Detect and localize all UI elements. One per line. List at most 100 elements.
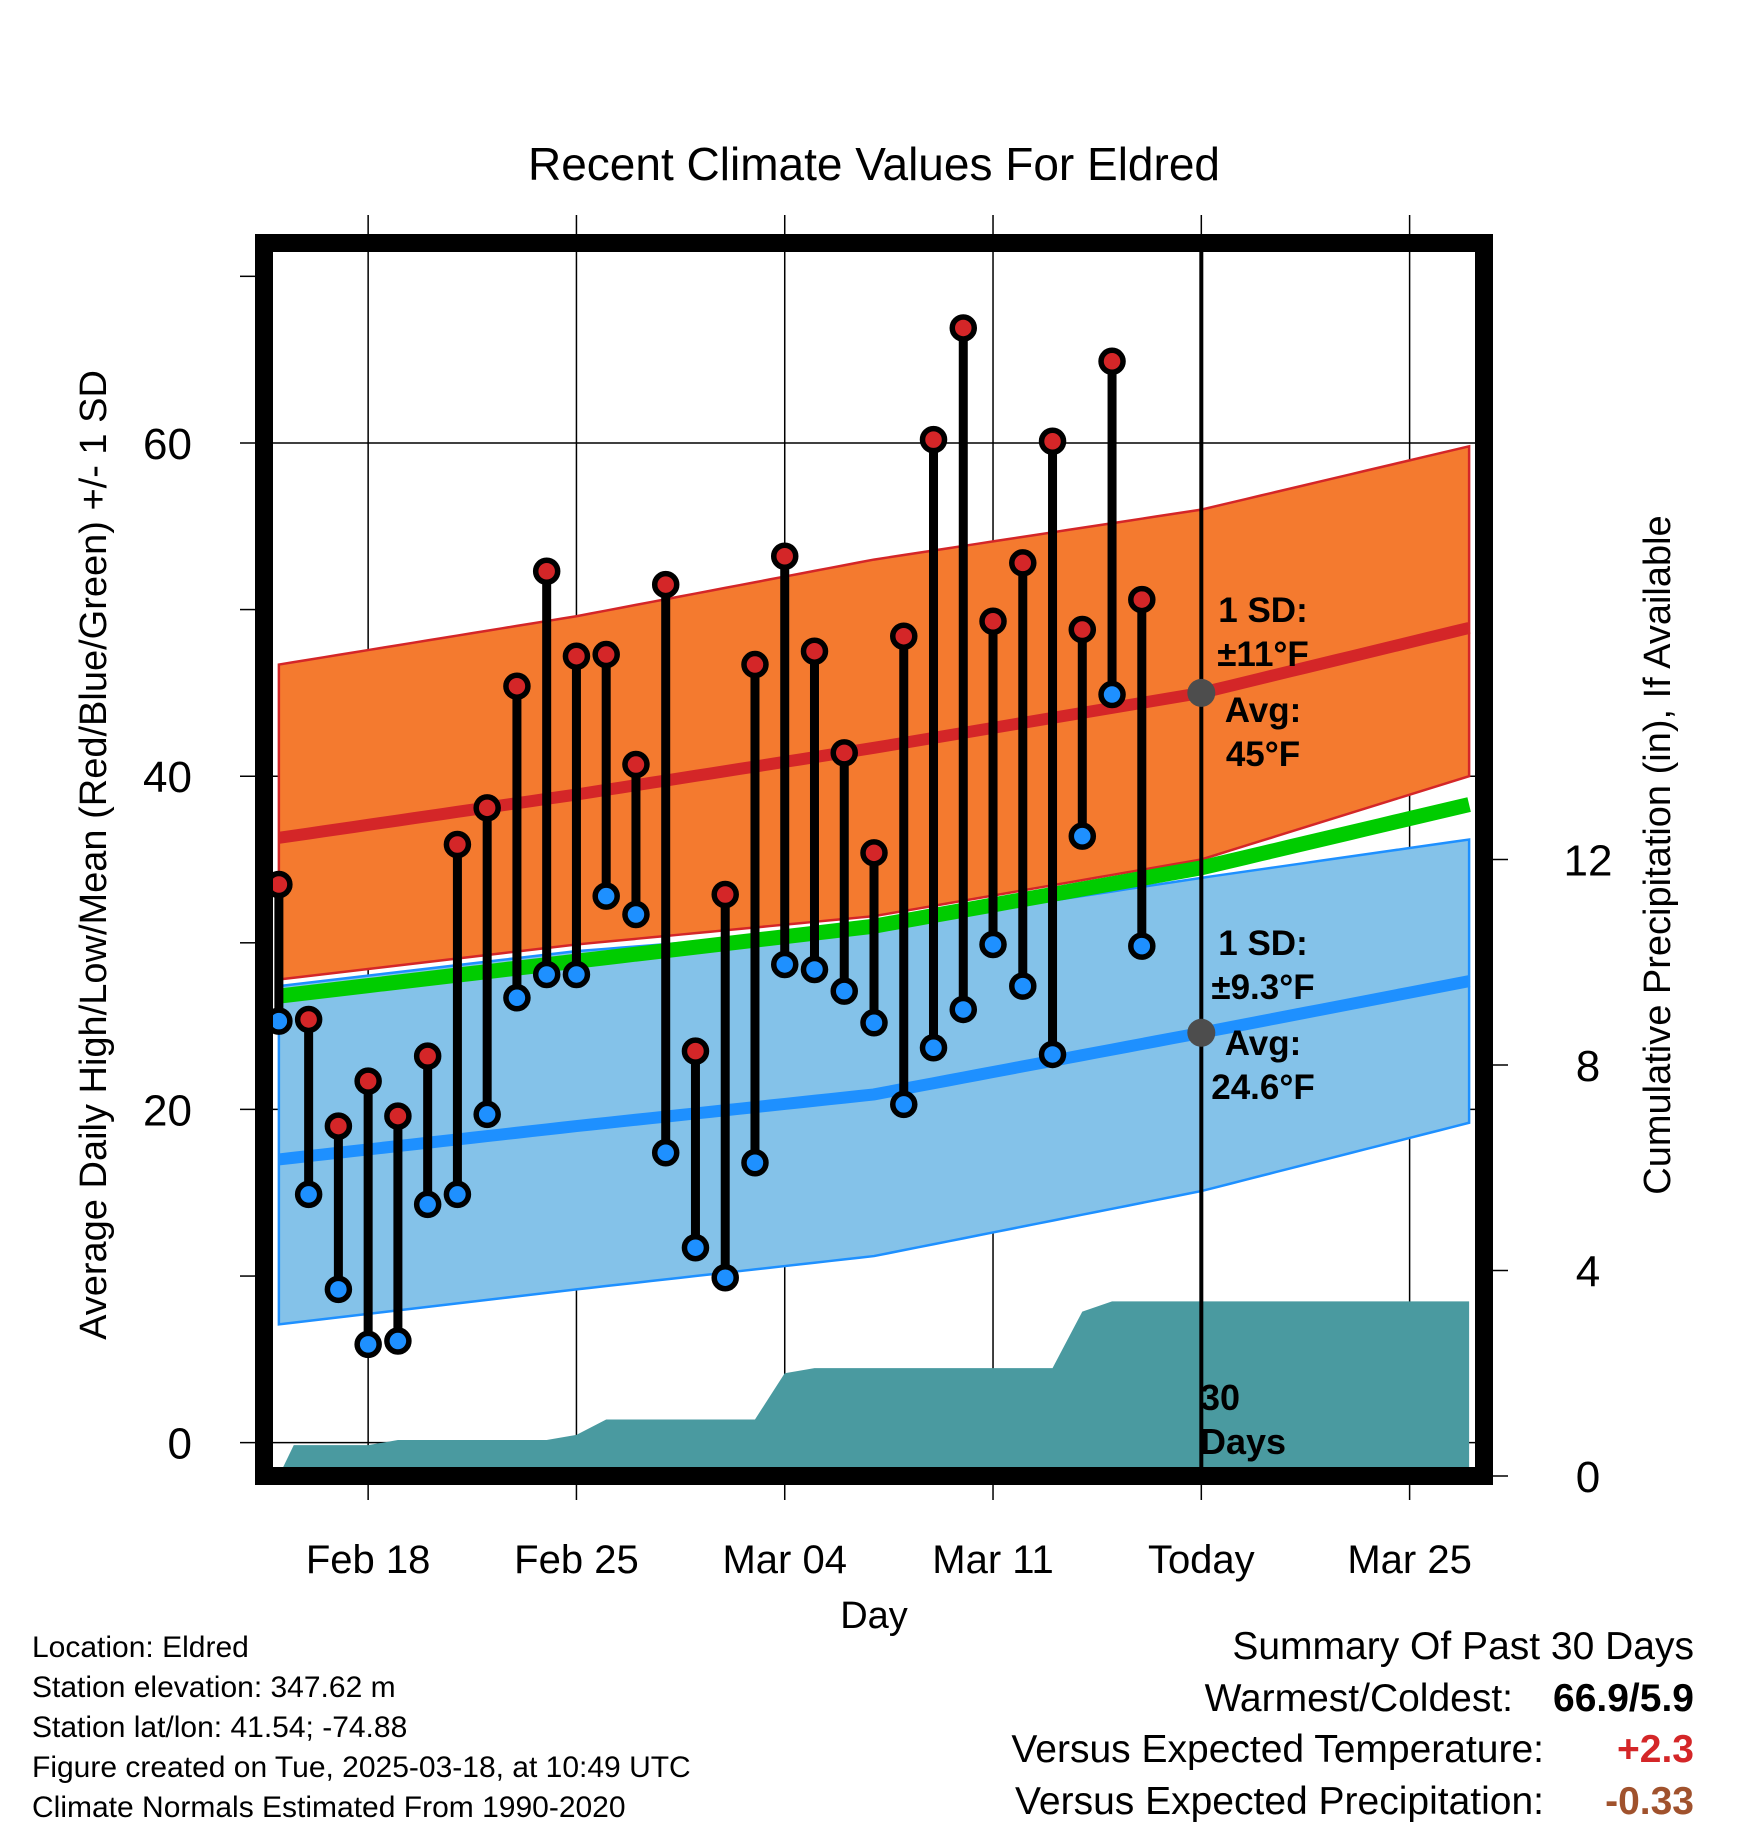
- observed-high-point: [860, 839, 888, 867]
- low-normal-line: [278, 975, 1471, 1166]
- observed-high-point: [711, 880, 739, 909]
- observed-high-point: [949, 314, 978, 342]
- chart-title: Recent Climate Values For Eldred: [528, 138, 1220, 190]
- observed-high-point: [354, 1067, 382, 1095]
- y2-tick-label: 12: [1564, 837, 1613, 886]
- observed-high-point: [413, 1042, 442, 1070]
- period-unit-label: Days: [1200, 1421, 1286, 1462]
- observed-low-point: [562, 960, 591, 989]
- observed-low-point: [1128, 932, 1156, 960]
- summary-warm-cold: Warmest/Coldest: 66.9/5.9: [1205, 1677, 1694, 1721]
- observed-low-point: [770, 950, 799, 979]
- x-tick-label: Mar 11: [932, 1538, 1054, 1582]
- observed-low-point: [324, 1275, 353, 1304]
- observed-high-point: [830, 739, 858, 767]
- today-high-avg-marker: [1187, 678, 1216, 707]
- x-tick-label: Today: [1148, 1538, 1255, 1582]
- observed-high-point: [1128, 585, 1156, 614]
- high-sd-value: ±11°F: [1217, 635, 1309, 674]
- observed-high-point: [592, 640, 620, 669]
- summary-temp: Versus Expected Temperature: +2.3: [1011, 1728, 1694, 1772]
- observed-high-point: [979, 607, 1007, 635]
- summary-title: Summary Of Past 30 Days: [1232, 1625, 1694, 1668]
- observed-high-point: [473, 794, 501, 822]
- observed-low-point: [503, 984, 531, 1012]
- observed-high-point: [532, 557, 561, 585]
- observed-low-point: [711, 1263, 739, 1292]
- observed-low-point: [622, 900, 650, 929]
- observed-high-point: [384, 1102, 412, 1130]
- observed-high-point: [294, 1005, 323, 1034]
- observed-high-point: [562, 642, 591, 670]
- observed-low-point: [681, 1233, 710, 1262]
- observed-low-point: [592, 882, 620, 910]
- footer-latlon: Station lat/lon: 41.54; -74.88: [32, 1711, 408, 1744]
- observed-high-point: [503, 672, 531, 700]
- period-count-label: 30: [1200, 1377, 1240, 1418]
- low-avg-label: Avg:: [1225, 1024, 1301, 1063]
- summary-temp-label: Versus Expected Temperature:: [1011, 1728, 1544, 1771]
- summary-temp-value: +2.3: [1617, 1728, 1694, 1771]
- high-avg-label: Avg:: [1225, 691, 1301, 730]
- footer-elevation: Station elevation: 347.62 m: [32, 1671, 396, 1704]
- observed-low-point: [830, 977, 858, 1005]
- x-tick-label: Mar 04: [722, 1538, 847, 1582]
- observed-low-point: [413, 1190, 442, 1219]
- observed-high-point: [681, 1037, 710, 1065]
- low-sd-value: ±9.3°F: [1211, 968, 1314, 1007]
- high-sd-label: 1 SD:: [1218, 591, 1307, 630]
- footer-created: Figure created on Tue, 2025-03-18, at 10…: [32, 1751, 691, 1784]
- observed-low-point: [354, 1330, 382, 1359]
- x-tick-label: Feb 25: [514, 1538, 639, 1582]
- observed-low-point: [949, 995, 978, 1024]
- x-tick-label: Feb 18: [306, 1538, 431, 1582]
- observed-high-point: [1009, 549, 1037, 577]
- y-tick-label: 60: [143, 420, 192, 469]
- observed-low-point: [1098, 680, 1126, 709]
- observed-high-point: [443, 830, 472, 859]
- y-tick-label: 40: [143, 753, 192, 802]
- observed-high-point: [1068, 615, 1097, 644]
- low-avg-value: 24.6°F: [1211, 1068, 1315, 1107]
- observed-low-point: [651, 1139, 680, 1167]
- high-avg-value: 45°F: [1226, 735, 1300, 774]
- observed-low-point: [890, 1090, 918, 1119]
- footer-normals: Climate Normals Estimated From 1990-2020: [32, 1791, 626, 1824]
- observed-low-point: [294, 1180, 323, 1209]
- y2-tick-label: 4: [1576, 1248, 1600, 1297]
- observed-low-point: [443, 1180, 472, 1209]
- footer-location: Location: Eldred: [32, 1631, 249, 1664]
- observed-high-point: [890, 622, 918, 650]
- observed-high-point: [919, 425, 948, 454]
- x-axis-label: Day: [840, 1595, 908, 1637]
- observed-high-point: [770, 542, 799, 570]
- x-tick-label: Mar 25: [1347, 1538, 1472, 1582]
- summary-warm-cold-value: 66.9/5.9: [1553, 1677, 1694, 1720]
- observed-high-point: [651, 570, 680, 599]
- summary-precip: Versus Expected Precipitation: -0.33: [1015, 1780, 1694, 1824]
- observed-low-point: [532, 960, 561, 989]
- observed-high-point: [800, 637, 829, 665]
- observed-low-point: [919, 1034, 948, 1062]
- observed-low-point: [1068, 822, 1097, 850]
- y-tick-label: 0: [168, 1420, 192, 1469]
- precip-area: [278, 1301, 1470, 1476]
- y2-tick-label: 8: [1576, 1042, 1600, 1091]
- y2-axis-label: Cumulative Precipitation (in), If Availa…: [1637, 515, 1679, 1194]
- low-sd-label: 1 SD:: [1218, 924, 1307, 963]
- observed-high-point: [741, 650, 769, 679]
- summary-precip-label: Versus Expected Precipitation:: [1015, 1780, 1544, 1823]
- observed-low-point: [979, 930, 1007, 959]
- y-axis-label: Average Daily High/Low/Mean (Red/Blue/Gr…: [73, 370, 115, 1340]
- observed-low-point: [384, 1327, 412, 1355]
- observed-low-point: [741, 1149, 769, 1177]
- plot-area: 1 SD: ±11°F Avg: 45°F 1 SD: ±9.3°F Avg: 24.6°F 3…: [143, 215, 1612, 1582]
- observed-low-point: [800, 955, 829, 984]
- summary-warm-cold-label: Warmest/Coldest:: [1204, 1677, 1514, 1720]
- observed-high-point: [622, 750, 650, 779]
- footer-info: Location: Eldred Station elevation: 347.…: [32, 1628, 691, 1828]
- today-low-avg-marker: [1187, 1018, 1216, 1047]
- observed-low-point: [860, 1009, 888, 1037]
- observed-low-point: [1038, 1040, 1067, 1069]
